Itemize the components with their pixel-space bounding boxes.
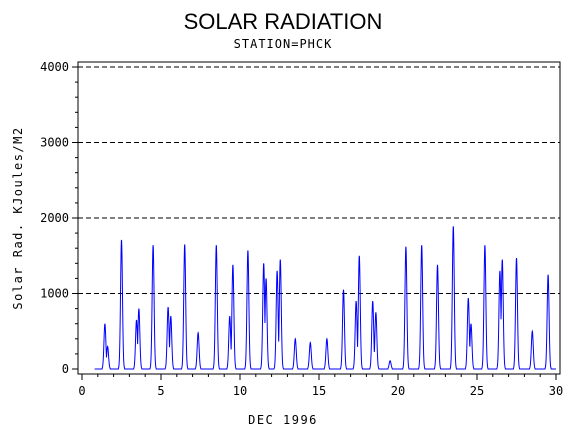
x-tick-label-10: 10 bbox=[233, 384, 247, 398]
chart-title: SOLAR RADIATION bbox=[184, 9, 383, 34]
x-tick-label-30: 30 bbox=[549, 384, 563, 398]
y-tick-label-3000: 3000 bbox=[40, 136, 69, 150]
y-axis: 0 1000 2000 3000 4000 bbox=[40, 60, 78, 376]
chart-subtitle: STATION=PHCK bbox=[234, 37, 333, 51]
x-tick-label-5: 5 bbox=[157, 384, 164, 398]
x-tick-label-20: 20 bbox=[391, 384, 405, 398]
x-tick-label-25: 25 bbox=[470, 384, 484, 398]
x-tick-label-0: 0 bbox=[78, 384, 85, 398]
series-line-solar-radiation bbox=[94, 226, 556, 370]
y-tick-label-2000: 2000 bbox=[40, 211, 69, 225]
y-tick-label-1000: 1000 bbox=[40, 287, 69, 301]
x-tick-label-15: 15 bbox=[312, 384, 326, 398]
y-tick-label-0: 0 bbox=[62, 362, 69, 376]
y-tick-label-4000: 4000 bbox=[40, 60, 69, 74]
x-axis: 0 5 10 15 20 25 30 bbox=[78, 374, 563, 398]
x-axis-label: DEC 1996 bbox=[248, 413, 318, 427]
y-axis-label: Solar Rad. KJoules/M2 bbox=[11, 126, 25, 309]
gridlines bbox=[78, 66, 560, 294]
